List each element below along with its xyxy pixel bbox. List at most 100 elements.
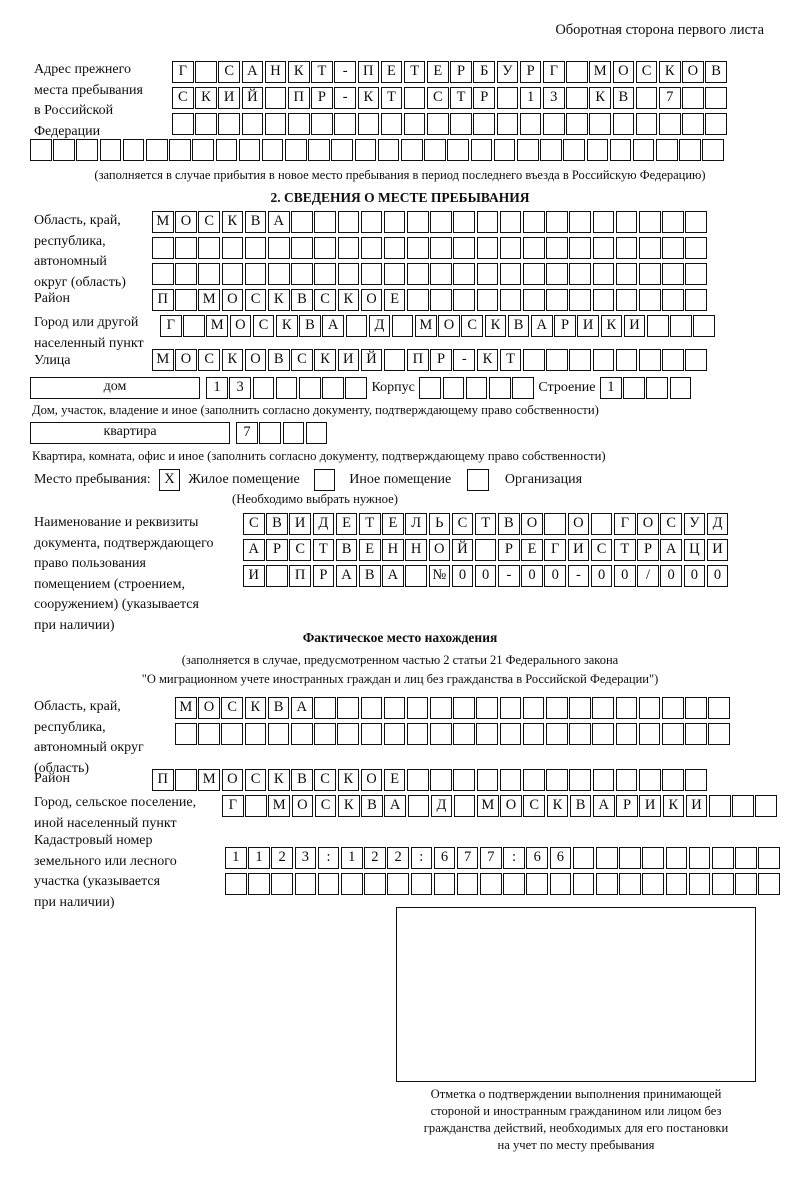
flat-cell-1[interactable]	[259, 422, 281, 444]
city-cell-22[interactable]	[670, 315, 692, 337]
region-cell-r2-22[interactable]	[662, 237, 684, 259]
region-cell-r2-23[interactable]	[685, 237, 707, 259]
prev-address-cell-r4-9[interactable]	[238, 139, 261, 161]
actual-district-cell-11[interactable]	[407, 769, 429, 791]
actual-region-cell-r1-5[interactable]: А	[290, 697, 313, 719]
district-cell-13[interactable]	[453, 289, 476, 311]
actual-district-cell-2[interactable]: М	[198, 769, 220, 791]
actual-district-cell-5[interactable]: К	[267, 769, 290, 791]
actual-district-cell-1[interactable]	[175, 769, 197, 791]
prev-address-cell-r1-10[interactable]: Т	[403, 61, 426, 83]
prev-address-cell-r3-12[interactable]	[450, 113, 472, 135]
region-cell-r3-9[interactable]	[360, 263, 383, 285]
cadastral-cell-r2-9[interactable]	[433, 873, 456, 895]
prev-address-cell-r3-9[interactable]	[380, 113, 403, 135]
actual-district-cell-13[interactable]	[453, 769, 476, 791]
actual-region-cell-r1-15[interactable]	[522, 697, 545, 719]
cadastral-cell-r1-4[interactable]: :	[317, 847, 340, 869]
prev-address-cell-r1-18[interactable]: М	[589, 61, 611, 83]
city-cell-4[interactable]: С	[252, 315, 275, 337]
region-cell-r1-23[interactable]	[685, 211, 707, 233]
prev-address-cell-r1-13[interactable]: Б	[473, 61, 496, 83]
region-cell-r3-7[interactable]	[314, 263, 336, 285]
prev-address-cell-r3-0[interactable]	[172, 113, 194, 135]
cadastral-cell-r2-20[interactable]	[688, 873, 711, 895]
flat-row[interactable]: квартира 7	[30, 422, 328, 444]
region-cell-r2-17[interactable]	[546, 237, 568, 259]
prev-address-cell-r1-11[interactable]: Е	[427, 61, 449, 83]
document-cell-r2-5[interactable]: Е	[358, 539, 381, 561]
region-cell-r2-9[interactable]	[360, 237, 383, 259]
prev-address-cell-r3-13[interactable]	[473, 113, 496, 135]
street-cell-7[interactable]: К	[314, 349, 336, 371]
region-cell-r3-22[interactable]	[662, 263, 684, 285]
prev-address-cell-r1-6[interactable]: Т	[311, 61, 333, 83]
document-cell-r1-19[interactable]: У	[683, 513, 706, 535]
region-cell-r1-2[interactable]: С	[198, 211, 220, 233]
region-cell-r3-14[interactable]	[476, 263, 499, 285]
actual-city-cell-23[interactable]	[755, 795, 777, 817]
region-row-2[interactable]	[152, 237, 707, 259]
actual-district-cell-21[interactable]	[638, 769, 661, 791]
actual-city-cell-1[interactable]	[245, 795, 267, 817]
region-cell-r2-18[interactable]	[569, 237, 591, 259]
city-cell-10[interactable]	[391, 315, 414, 337]
prev-address-cell-r2-11[interactable]: С	[427, 87, 449, 109]
region-cell-r2-7[interactable]	[314, 237, 336, 259]
prev-address-cell-r3-11[interactable]	[427, 113, 449, 135]
actual-region-cell-r1-23[interactable]	[708, 697, 730, 719]
region-cell-r3-15[interactable]	[499, 263, 522, 285]
prev-address-cell-r2-7[interactable]: -	[334, 87, 356, 109]
prev-address-cell-r1-0[interactable]: Г	[172, 61, 194, 83]
prev-address-cell-r2-6[interactable]: Р	[311, 87, 333, 109]
document-cell-r2-4[interactable]: В	[335, 539, 358, 561]
street-cell-17[interactable]	[546, 349, 568, 371]
document-cell-r2-2[interactable]: С	[289, 539, 311, 561]
city-cell-3[interactable]: О	[229, 315, 252, 337]
document-cell-r3-20[interactable]: 0	[706, 565, 729, 587]
street-cell-2[interactable]: С	[198, 349, 220, 371]
prev-address-cell-r3-5[interactable]	[287, 113, 310, 135]
prev-address-cell-r2-21[interactable]: 7	[658, 87, 681, 109]
actual-city-cell-21[interactable]	[708, 795, 731, 817]
actual-region-row-2[interactable]	[175, 723, 730, 745]
cadastral-row-2[interactable]	[225, 873, 780, 895]
actual-region-cell-r2-18[interactable]	[592, 723, 614, 745]
document-cell-r1-20[interactable]: Д	[706, 513, 729, 535]
actual-region-cell-r1-19[interactable]	[615, 697, 638, 719]
actual-city-cell-9[interactable]: Д	[430, 795, 453, 817]
region-cell-r3-13[interactable]	[453, 263, 476, 285]
street-cell-10[interactable]	[383, 349, 406, 371]
actual-city-cell-12[interactable]: О	[500, 795, 522, 817]
actual-region-cell-r1-20[interactable]	[638, 697, 661, 719]
actual-city-cell-20[interactable]: И	[685, 795, 708, 817]
prev-address-cell-r4-1[interactable]	[53, 139, 75, 161]
region-cell-r2-13[interactable]	[453, 237, 476, 259]
actual-city-cell-15[interactable]: В	[569, 795, 592, 817]
house-cell-1[interactable]: 3	[229, 377, 251, 399]
document-cell-r3-6[interactable]: А	[382, 565, 404, 587]
prev-address-cell-r4-19[interactable]	[470, 139, 493, 161]
district-cell-1[interactable]	[175, 289, 197, 311]
actual-district-cell-6[interactable]: В	[291, 769, 313, 791]
document-cell-r3-14[interactable]: -	[567, 565, 590, 587]
prev-address-cell-r3-17[interactable]	[566, 113, 588, 135]
actual-city-cell-10[interactable]	[453, 795, 476, 817]
korpus-cell-0[interactable]	[419, 377, 442, 399]
prev-address-cell-r1-22[interactable]: О	[682, 61, 704, 83]
prev-address-cell-r4-4[interactable]	[122, 139, 145, 161]
actual-district-cell-17[interactable]	[546, 769, 568, 791]
document-cell-r2-19[interactable]: Ц	[683, 539, 706, 561]
actual-region-cell-r1-12[interactable]	[453, 697, 475, 719]
region-cell-r3-12[interactable]	[430, 263, 452, 285]
region-cell-r2-3[interactable]	[221, 237, 244, 259]
document-cell-r3-12[interactable]: 0	[521, 565, 543, 587]
document-cell-r2-12[interactable]: Е	[521, 539, 543, 561]
region-cell-r1-14[interactable]	[476, 211, 499, 233]
prev-address-cell-r4-8[interactable]	[215, 139, 238, 161]
prev-address-cell-r4-10[interactable]	[261, 139, 284, 161]
